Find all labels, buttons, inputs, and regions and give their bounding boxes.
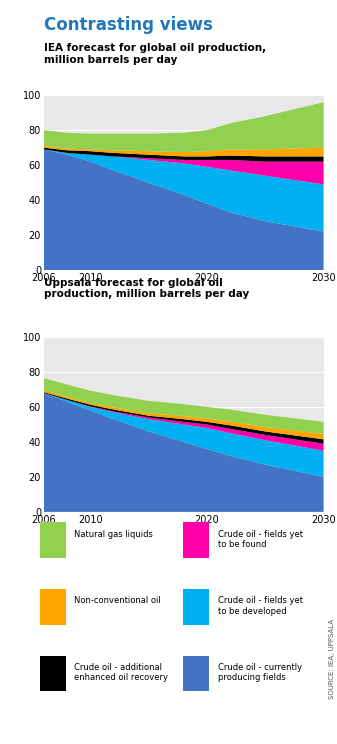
Bar xyxy=(40,589,66,624)
Text: Non-conventional oil: Non-conventional oil xyxy=(74,596,161,605)
Text: Crude oil - fields yet
to be developed: Crude oil - fields yet to be developed xyxy=(218,596,303,615)
Bar xyxy=(40,522,66,558)
Text: SOURCE: IEA, UPPSALA: SOURCE: IEA, UPPSALA xyxy=(329,619,335,699)
Text: Crude oil - currently
producing fields: Crude oil - currently producing fields xyxy=(218,663,302,682)
Bar xyxy=(183,522,209,558)
Text: Natural gas liquids: Natural gas liquids xyxy=(74,530,153,539)
Bar xyxy=(183,655,209,691)
Bar xyxy=(183,589,209,624)
Text: Uppsala forecast for global oil
production, million barrels per day: Uppsala forecast for global oil producti… xyxy=(44,278,249,299)
Text: Contrasting views: Contrasting views xyxy=(44,16,213,34)
Text: Crude oil - additional
enhanced oil recovery: Crude oil - additional enhanced oil reco… xyxy=(74,663,168,682)
Text: Crude oil - fields yet
to be found: Crude oil - fields yet to be found xyxy=(218,530,303,549)
Bar xyxy=(40,655,66,691)
Text: IEA forecast for global oil production,
million barrels per day: IEA forecast for global oil production, … xyxy=(44,43,266,65)
